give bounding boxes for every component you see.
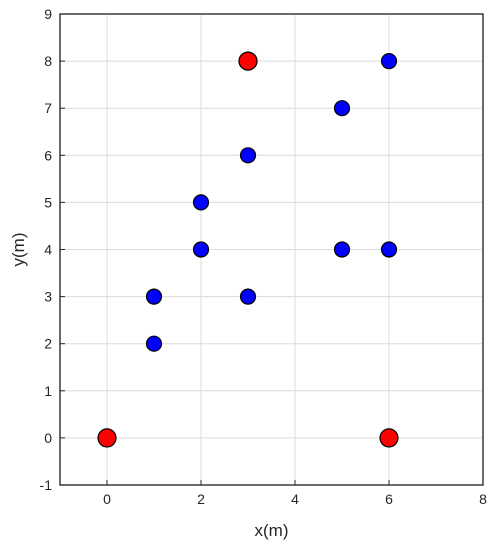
blue-point — [380, 241, 398, 258]
red-point — [238, 51, 258, 71]
y-tick-label: 3 — [44, 289, 52, 305]
blue-point — [192, 241, 210, 258]
y-tick-label: 6 — [44, 147, 52, 163]
blue-point — [192, 194, 210, 211]
grid — [60, 14, 483, 485]
y-tick-label: 2 — [44, 336, 52, 352]
blue-point — [145, 335, 163, 352]
y-tick-label: 5 — [44, 194, 52, 210]
x-tick-label: 8 — [479, 491, 487, 507]
y-tick-label: 7 — [44, 100, 52, 116]
y-axis-label: y(m) — [9, 233, 28, 267]
x-tick-label: 4 — [291, 491, 299, 507]
x-axis-label: x(m) — [255, 521, 289, 540]
blue-point — [239, 288, 257, 305]
data-points — [97, 51, 399, 448]
red-point — [379, 428, 399, 448]
x-tick-label: 0 — [103, 491, 111, 507]
y-tick-label: -1 — [40, 477, 53, 493]
blue-point — [333, 241, 351, 258]
y-tick-label: 9 — [44, 6, 52, 22]
blue-point — [333, 100, 351, 117]
x-tick-label: 2 — [197, 491, 205, 507]
y-tick-label: 4 — [44, 242, 52, 258]
y-tick-label: 1 — [44, 383, 52, 399]
blue-point — [145, 288, 163, 305]
y-tick-label: 8 — [44, 53, 52, 69]
blue-point — [239, 147, 257, 164]
plot-border — [59, 13, 484, 486]
x-tick-label: 6 — [385, 491, 393, 507]
y-tick-label: 0 — [44, 430, 52, 446]
red-point — [97, 428, 117, 448]
blue-point — [380, 52, 398, 70]
